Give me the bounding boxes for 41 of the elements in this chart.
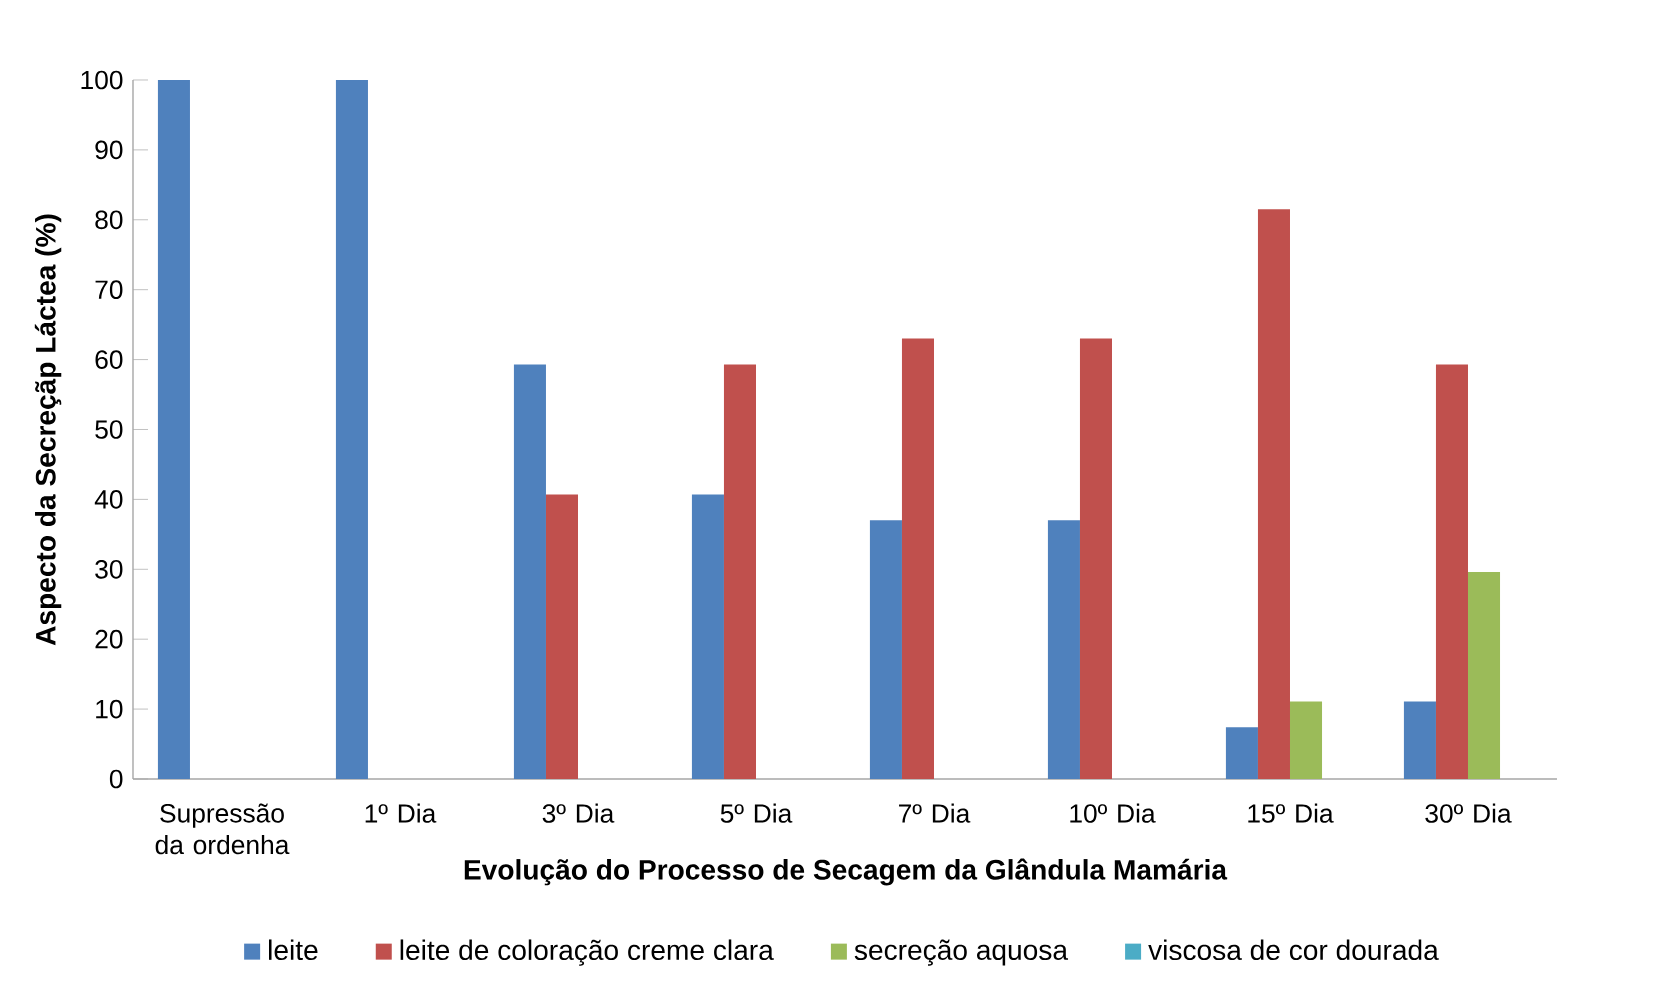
legend-label: secreção aquosa	[854, 939, 1069, 966]
y-tick-label: 0	[109, 769, 123, 789]
x-tick-label: 15º Dia	[1248, 803, 1334, 823]
y-tick-label: 100	[81, 70, 123, 90]
bar	[723, 364, 756, 779]
bar	[513, 364, 546, 779]
legend-label: viscosa de cor dourada	[1148, 939, 1439, 961]
x-tick-label: 3º Dia	[542, 803, 615, 823]
legend-label: leite	[269, 939, 318, 961]
y-tick-label: 30	[95, 559, 123, 579]
y-tick-label: 90	[95, 140, 123, 160]
x-axis-title: Evolução do Processo de Secagem da Glândula Mamária	[464, 858, 1228, 886]
bar	[1403, 701, 1436, 779]
bar	[1079, 338, 1112, 779]
y-tick-label: 80	[95, 210, 123, 230]
bar	[1435, 364, 1468, 779]
x-tick-label: 7º Dia	[899, 803, 971, 823]
bar	[1467, 572, 1501, 779]
bar	[1225, 727, 1258, 779]
bar	[1257, 209, 1290, 779]
bar	[869, 520, 902, 779]
x-tick-label: 30º Dia	[1425, 803, 1512, 823]
bar	[1047, 520, 1080, 779]
y-tick-label: 20	[95, 629, 123, 649]
bar	[157, 79, 190, 779]
legend-label: leite de coloração creme clara	[400, 939, 774, 966]
bar	[1290, 701, 1323, 779]
x-tick-label: 5º Dia	[720, 803, 793, 823]
bar	[335, 79, 368, 779]
y-axis-title: Aspecto da Secreçãp Láctea (%)	[34, 214, 62, 646]
bar	[691, 494, 724, 779]
y-tick-label: 60	[95, 350, 123, 369]
y-tick-label: 70	[95, 280, 123, 300]
x-tick-label: Supressão da ordenha	[155, 803, 290, 855]
x-tick-label: 1º Dia	[365, 803, 437, 823]
y-tick-label: 50	[95, 420, 123, 439]
x-tick-label: 10º Dia	[1070, 803, 1156, 823]
bar	[901, 338, 934, 779]
y-tick-label: 10	[96, 699, 123, 719]
bar	[545, 494, 578, 779]
y-tick-label: 40	[94, 490, 123, 509]
